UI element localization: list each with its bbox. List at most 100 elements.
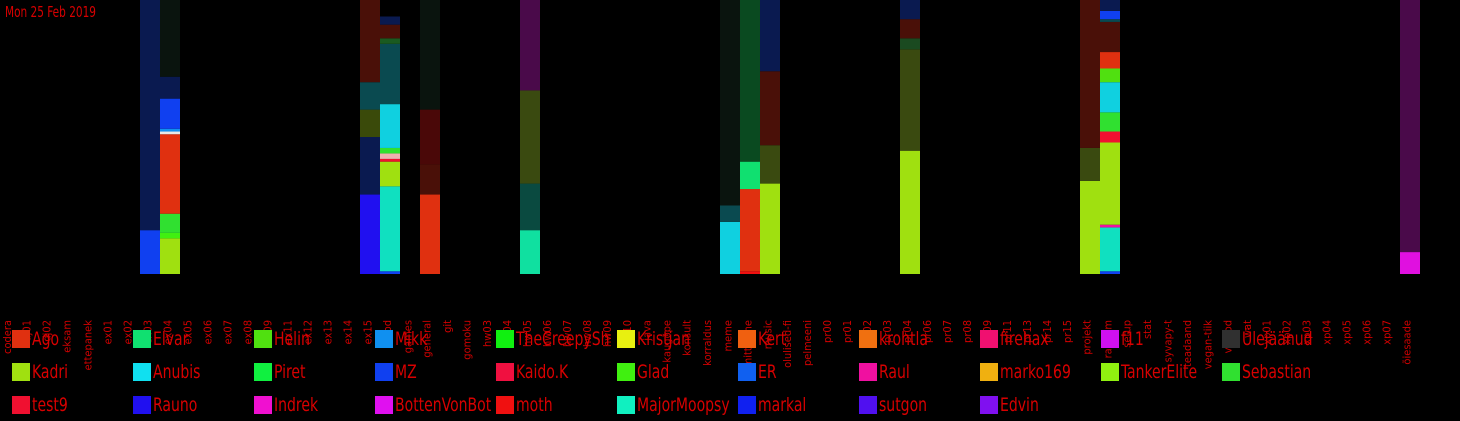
bar-pr04 [900,0,920,274]
legend-item: test9 [12,388,130,421]
legend-item: Raul [859,355,977,388]
x-tick-label: dj02 [41,276,57,342]
x-tick-label: java [641,276,657,341]
bar-segment [900,0,920,20]
bar-õiesaade [1400,0,1420,274]
legend-label: marko169 [1000,360,1071,383]
x-tick-label: hw05 [521,276,537,347]
legend-label: BottenVonBot [395,393,492,416]
bar-segment [380,153,400,159]
legend-item: Ülejäänud [1222,322,1340,355]
x-tick-label: pr00 [821,276,837,343]
x-tick-label: ex01 [101,276,117,344]
bar-meme [720,0,740,274]
legend-label: sutgon [879,393,928,416]
legend-swatch [375,329,393,348]
x-tick-label: ex13 [321,276,337,344]
bar-segment [1100,224,1120,228]
legend-label: Edvin [1000,393,1039,416]
bar-segment [140,230,160,274]
bar-segment [160,238,180,274]
legend-item: marko169 [980,355,1098,388]
bar-segment [720,221,740,274]
bar-segment [1100,131,1120,143]
x-tick-label: ex02 [121,276,137,344]
x-tick-label: hw04 [501,276,517,347]
legend-item: Rauno [133,388,251,421]
legend-label: Indrek [274,393,319,416]
legend-label: Ülejäänud [1242,327,1313,350]
legend-item: MajorMoopsy [617,388,735,421]
x-tick-label: kaugõpe [661,276,677,363]
legend-swatch [738,395,756,414]
bar-segment [380,24,400,39]
bar-segment [360,82,380,110]
bar-segment [760,145,780,184]
x-tick-label: ex06 [201,276,217,344]
bar-segment [900,49,920,151]
bar-ex03 [140,0,160,274]
legend-label: firehax [1000,327,1049,350]
x-tick-label: xp02 [1281,276,1297,345]
x-tick-label: pr02 [861,276,877,343]
bar-segment [520,90,540,184]
legend-label: Kaido.K [516,360,569,383]
x-tick-label: ex03 [141,276,157,344]
legend-label: Helin [274,327,310,350]
x-tick-label: pr11 [1001,276,1017,343]
legend-label: moth [516,393,553,416]
legend-item: moth [496,388,614,421]
legend-swatch [12,362,30,381]
legend-item: Anubis [133,355,251,388]
bar-segment [760,183,780,274]
bar-segment [160,213,180,233]
legend-label: MZ [395,360,417,383]
bar-segment [380,43,400,105]
x-tick-label: stat [1141,276,1157,339]
x-tick-label: ettepanek [81,276,97,370]
bar-segment [380,271,400,274]
legend-label: Glad [637,360,670,383]
bar-segment [420,109,440,165]
x-tick-label: xp07 [1381,276,1397,345]
legend-item: TankerElite [1101,355,1219,388]
legend-swatch [738,362,756,381]
bar-food [380,0,400,274]
legend: Ago Elvar Helin Mikk TheCreepySh Kristjan Kert… [12,322,1460,419]
x-tick-label: pr06 [921,276,937,343]
legend-swatch [12,329,30,348]
x-tick-label: ex14 [341,276,357,344]
x-tick-label: syvapy-t [1161,276,1177,362]
bar-segment [1100,271,1120,274]
bar-segment [740,161,760,190]
legend-swatch [617,395,635,414]
x-tick-label: xp06 [1361,276,1377,345]
legend-swatch [1222,362,1240,381]
x-tick-label: gomoku [461,276,477,360]
x-tick-label: pr08 [961,276,977,343]
bar-segment [760,0,780,72]
bar-segment [1100,82,1120,113]
legend-swatch [375,395,393,414]
bar-segment [360,0,380,83]
legend-item: markal [738,388,856,421]
x-tick-label: codera [1,276,17,354]
bar-segment [380,38,400,44]
x-tick-label: pr14 [1041,276,1057,343]
legend-label: Piret [274,360,306,383]
legend-swatch [254,395,272,414]
x-tick-label: ex09 [261,276,277,344]
x-tick-label: meme [721,276,737,351]
x-tick-label: ex07 [221,276,237,344]
bar-segment [1400,252,1420,274]
legend-swatch [617,362,635,381]
x-tick-label: pr07 [941,276,957,343]
bar-segment [380,104,400,148]
bar-segment [1400,0,1420,253]
x-tick-label: pelmeeni [801,276,817,366]
bar-segment [360,137,380,195]
x-tick-label: eksam [61,276,77,353]
bar-segment [420,194,440,274]
legend-item: Ago [12,322,130,355]
